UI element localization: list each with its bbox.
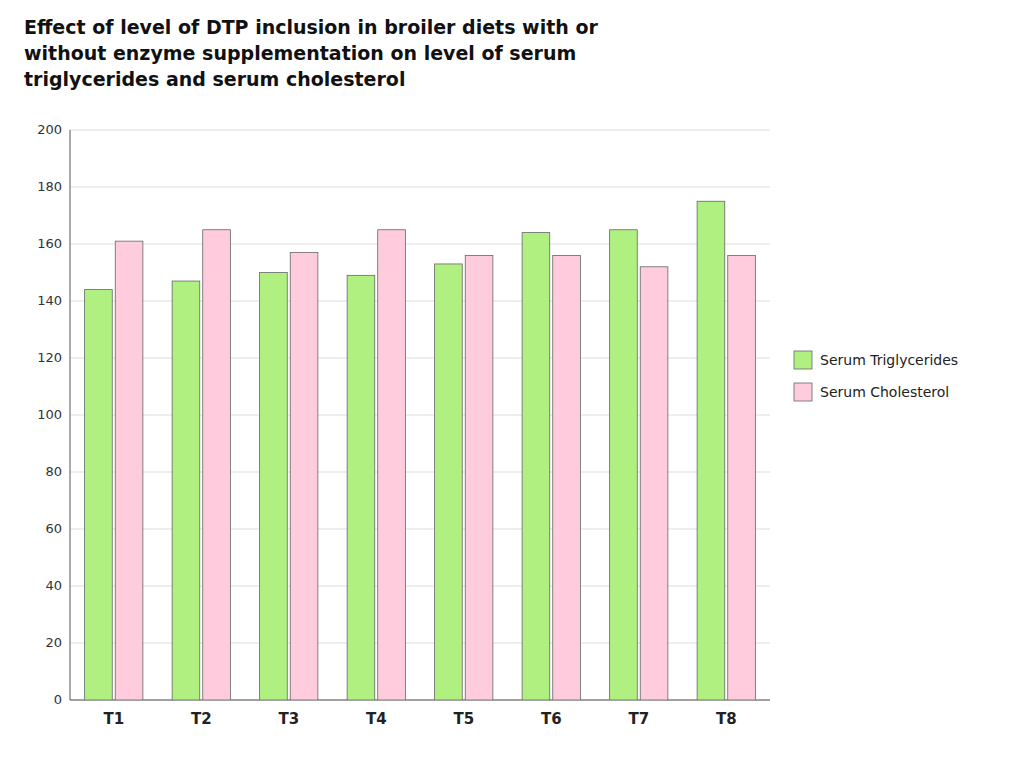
bar (522, 233, 550, 700)
y-tick-label: 140 (37, 293, 62, 308)
bar (290, 253, 318, 700)
x-tick-label: T2 (191, 710, 212, 728)
y-tick-label: 100 (37, 407, 62, 422)
x-tick-label: T3 (278, 710, 299, 728)
bar (85, 290, 113, 700)
bar (203, 230, 231, 700)
grid-line (70, 244, 770, 245)
x-tick-label: T6 (541, 710, 562, 728)
y-tick-label: 160 (37, 236, 62, 251)
bar (610, 230, 638, 700)
y-tick-label: 0 (54, 692, 62, 707)
bar (115, 241, 143, 700)
legend-swatch (794, 383, 812, 401)
y-tick-label: 40 (45, 578, 62, 593)
x-tick-label: T7 (628, 710, 649, 728)
x-tick-label: T8 (716, 710, 737, 728)
bar (378, 230, 406, 700)
y-tick-label: 80 (45, 464, 62, 479)
x-tick-label: T4 (366, 710, 387, 728)
bars (85, 201, 756, 700)
y-tick-label: 20 (45, 635, 62, 650)
legend-swatch (794, 351, 812, 369)
bar (728, 255, 756, 700)
y-axis-line (70, 130, 71, 700)
legend-label: Serum Cholesterol (820, 384, 949, 400)
bar (465, 255, 493, 700)
grid (70, 130, 770, 700)
bar (172, 281, 200, 700)
chart: Effect of level of DTP inclusion in broi… (0, 0, 1024, 768)
x-tick-label: T5 (453, 710, 474, 728)
bar (435, 264, 463, 700)
bar (347, 275, 375, 700)
x-tick-label: T1 (103, 710, 124, 728)
bar (697, 201, 725, 700)
y-tick-label: 60 (45, 521, 62, 536)
title: Effect of level of DTP inclusion in broi… (24, 16, 598, 90)
y-tick-label: 180 (37, 179, 62, 194)
legend-label: Serum Triglycerides (820, 352, 958, 368)
bar (260, 273, 288, 701)
legend: Serum Triglycerides Serum Cholesterol (794, 351, 958, 401)
grid-line (70, 187, 770, 188)
bar (553, 255, 581, 700)
bar (640, 267, 668, 700)
grid-line (70, 130, 770, 131)
chart-container: Effect of level of DTP inclusion in broi… (0, 0, 1024, 768)
y-tick-label: 120 (37, 350, 62, 365)
y-tick-label: 200 (37, 122, 62, 137)
